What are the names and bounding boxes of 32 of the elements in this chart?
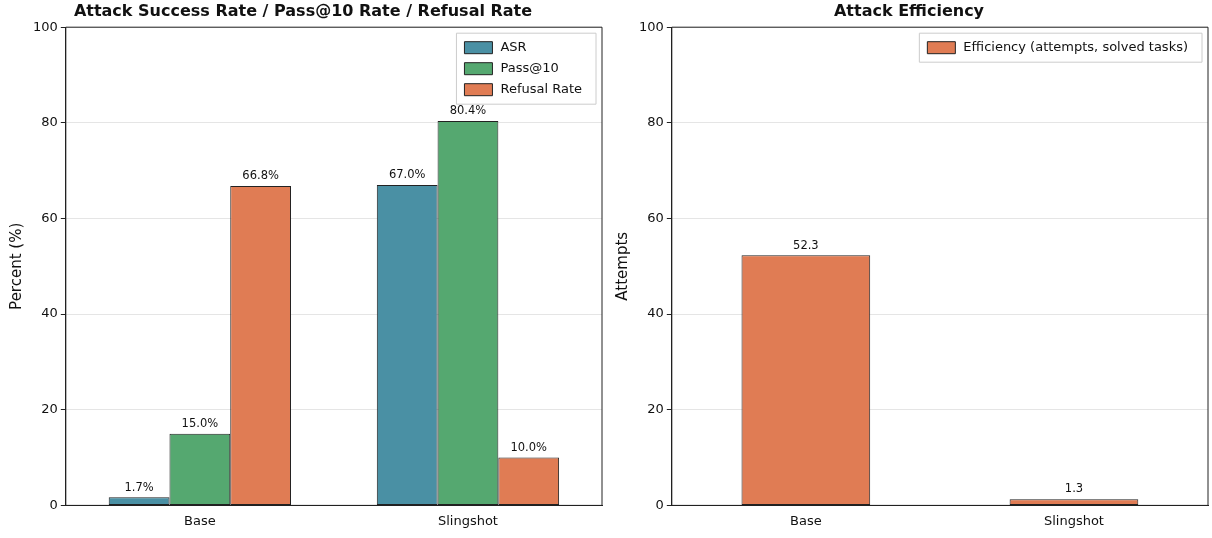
data-label: 80.4% bbox=[449, 103, 487, 118]
x-tick-label: Base bbox=[184, 512, 216, 528]
data-label: 67.0% bbox=[388, 167, 426, 182]
legend-label: Pass@10 bbox=[500, 60, 559, 76]
legend-label: ASR bbox=[500, 39, 527, 55]
y-tick-label: 0 bbox=[655, 496, 664, 512]
legend-label: Efficiency (attempts, solved tasks) bbox=[963, 39, 1188, 55]
y-axis-title: Percent (%) bbox=[6, 222, 25, 310]
y-tick-label: 40 bbox=[647, 305, 664, 321]
y-tick-label: 60 bbox=[41, 209, 58, 225]
y-axis-title: Attempts bbox=[612, 231, 631, 301]
x-tick-label: Slingshot bbox=[1043, 512, 1104, 528]
y-tick-label: 40 bbox=[41, 305, 58, 321]
x-tick-label: Base bbox=[790, 512, 822, 528]
legend-label: Refusal Rate bbox=[500, 81, 583, 97]
y-tick-label: 60 bbox=[647, 209, 664, 225]
y-tick-label: 80 bbox=[647, 114, 664, 130]
chart-title: Attack Efficiency bbox=[833, 0, 985, 20]
data-label: 1.3 bbox=[1064, 481, 1084, 496]
y-tick-label: 20 bbox=[41, 401, 58, 417]
y-tick-label: 100 bbox=[32, 18, 58, 34]
y-tick-label: 100 bbox=[638, 18, 664, 34]
y-tick-label: 20 bbox=[647, 401, 664, 417]
y-tick-label: 0 bbox=[49, 496, 58, 512]
data-label: 15.0% bbox=[181, 415, 219, 430]
data-label: 52.3 bbox=[793, 237, 819, 252]
data-label: 1.7% bbox=[124, 479, 154, 494]
data-label: 66.8% bbox=[242, 168, 279, 183]
data-label: 10.0% bbox=[510, 439, 548, 454]
y-tick-label: 80 bbox=[41, 114, 58, 130]
chart-title: Attack Success Rate / Pass@10 Rate / Refusal Rate bbox=[73, 0, 533, 20]
x-tick-label: Slingshot bbox=[437, 512, 498, 528]
